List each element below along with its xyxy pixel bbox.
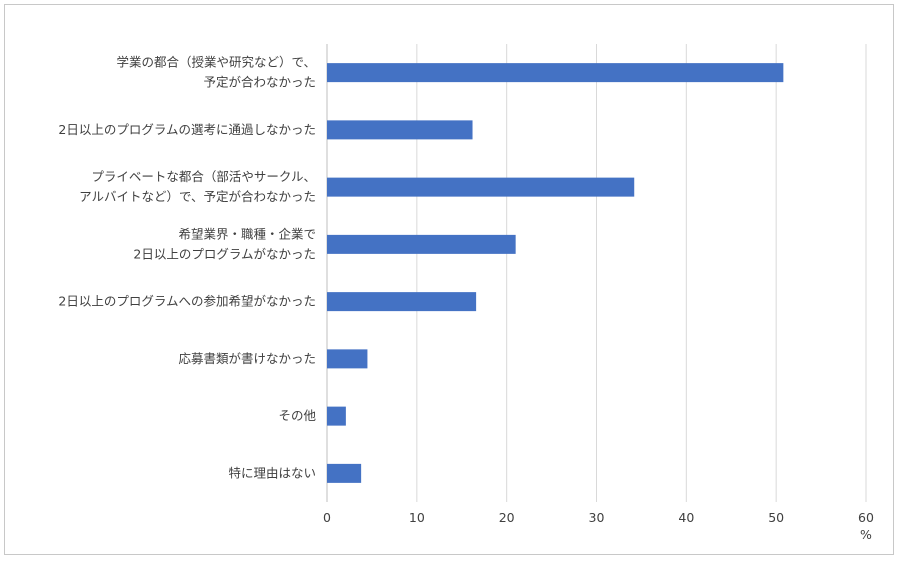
- category-label: アルバイトなど）で、予定が合わなかった: [79, 189, 316, 204]
- bar: [327, 120, 473, 140]
- category-label: 2日以上のプログラムがなかった: [133, 246, 316, 261]
- bar: [327, 463, 362, 483]
- x-tick-label: 10: [409, 510, 425, 525]
- bar: [327, 406, 346, 426]
- category-label: 2日以上のプログラムへの参加希望がなかった: [58, 294, 316, 309]
- x-tick-label: 50: [768, 510, 784, 525]
- x-tick-label: 20: [499, 510, 515, 525]
- bar: [327, 177, 635, 197]
- category-label: 学業の都合（授業や研究など）で、: [116, 55, 316, 70]
- x-unit-label: %: [860, 527, 872, 542]
- x-tick-label: 30: [589, 510, 605, 525]
- bar: [327, 63, 784, 83]
- bar: [327, 234, 516, 254]
- bar: [327, 349, 368, 369]
- category-label: 予定が合わなかった: [203, 75, 316, 90]
- category-label: その他: [278, 408, 316, 423]
- x-tick-label: 60: [858, 510, 874, 525]
- x-tick-label: 40: [678, 510, 694, 525]
- category-label: 2日以上のプログラムの選考に通過しなかった: [58, 122, 316, 137]
- chart-frame: [4, 4, 894, 555]
- category-label: 希望業界・職種・企業で: [178, 226, 316, 241]
- category-label: 応募書類が書けなかった: [178, 351, 316, 366]
- category-label: プライベートな都合（部活やサークル、: [91, 169, 316, 184]
- bar: [327, 292, 477, 312]
- x-tick-label: 0: [323, 510, 331, 525]
- category-label: 特に理由はない: [228, 465, 316, 480]
